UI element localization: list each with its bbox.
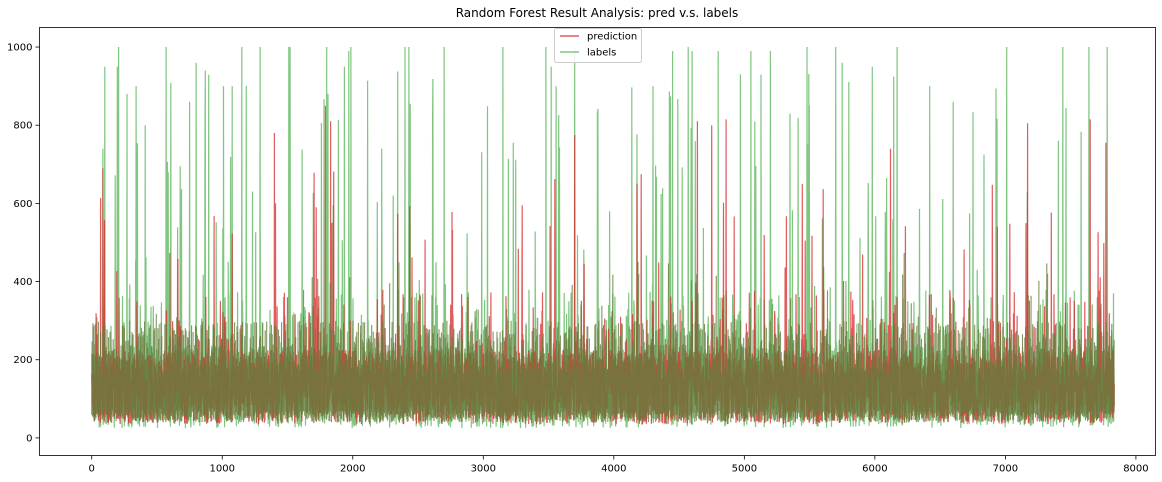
- x-tick-label: 7000: [993, 464, 1018, 475]
- y-tick-label: 800: [13, 121, 32, 132]
- y-tick-label: 600: [13, 199, 32, 210]
- plot-frame: [39, 27, 1156, 456]
- y-axis: 0 200 400 600 800 1000: [7, 43, 40, 444]
- legend-labels-label: labels: [587, 48, 616, 59]
- y-tick-label: 0: [26, 433, 32, 444]
- legend-box: [554, 28, 642, 63]
- legend: prediction labels: [554, 28, 642, 63]
- y-tick-label: 400: [13, 277, 32, 288]
- x-tick-label: 5000: [732, 464, 757, 475]
- overlap-path: [91, 252, 1115, 423]
- x-tick-label: 3000: [471, 464, 496, 475]
- plot-area: [91, 46, 1115, 429]
- series-overlap-band: [91, 252, 1115, 423]
- y-tick-label: 200: [13, 355, 32, 366]
- x-axis: 0 1000 2000 3000 4000 5000 6000 7000 8000: [89, 455, 1149, 475]
- chart-title: Random Forest Result Analysis: pred v.s.…: [456, 6, 739, 20]
- x-tick-label: 1000: [210, 464, 235, 475]
- y-tick-label: 1000: [7, 43, 32, 54]
- x-tick-label: 4000: [601, 464, 626, 475]
- legend-prediction-label: prediction: [587, 32, 637, 43]
- x-tick-label: 8000: [1123, 464, 1148, 475]
- x-tick-label: 0: [89, 464, 95, 475]
- x-tick-label: 6000: [862, 464, 887, 475]
- x-tick-label: 2000: [340, 464, 365, 475]
